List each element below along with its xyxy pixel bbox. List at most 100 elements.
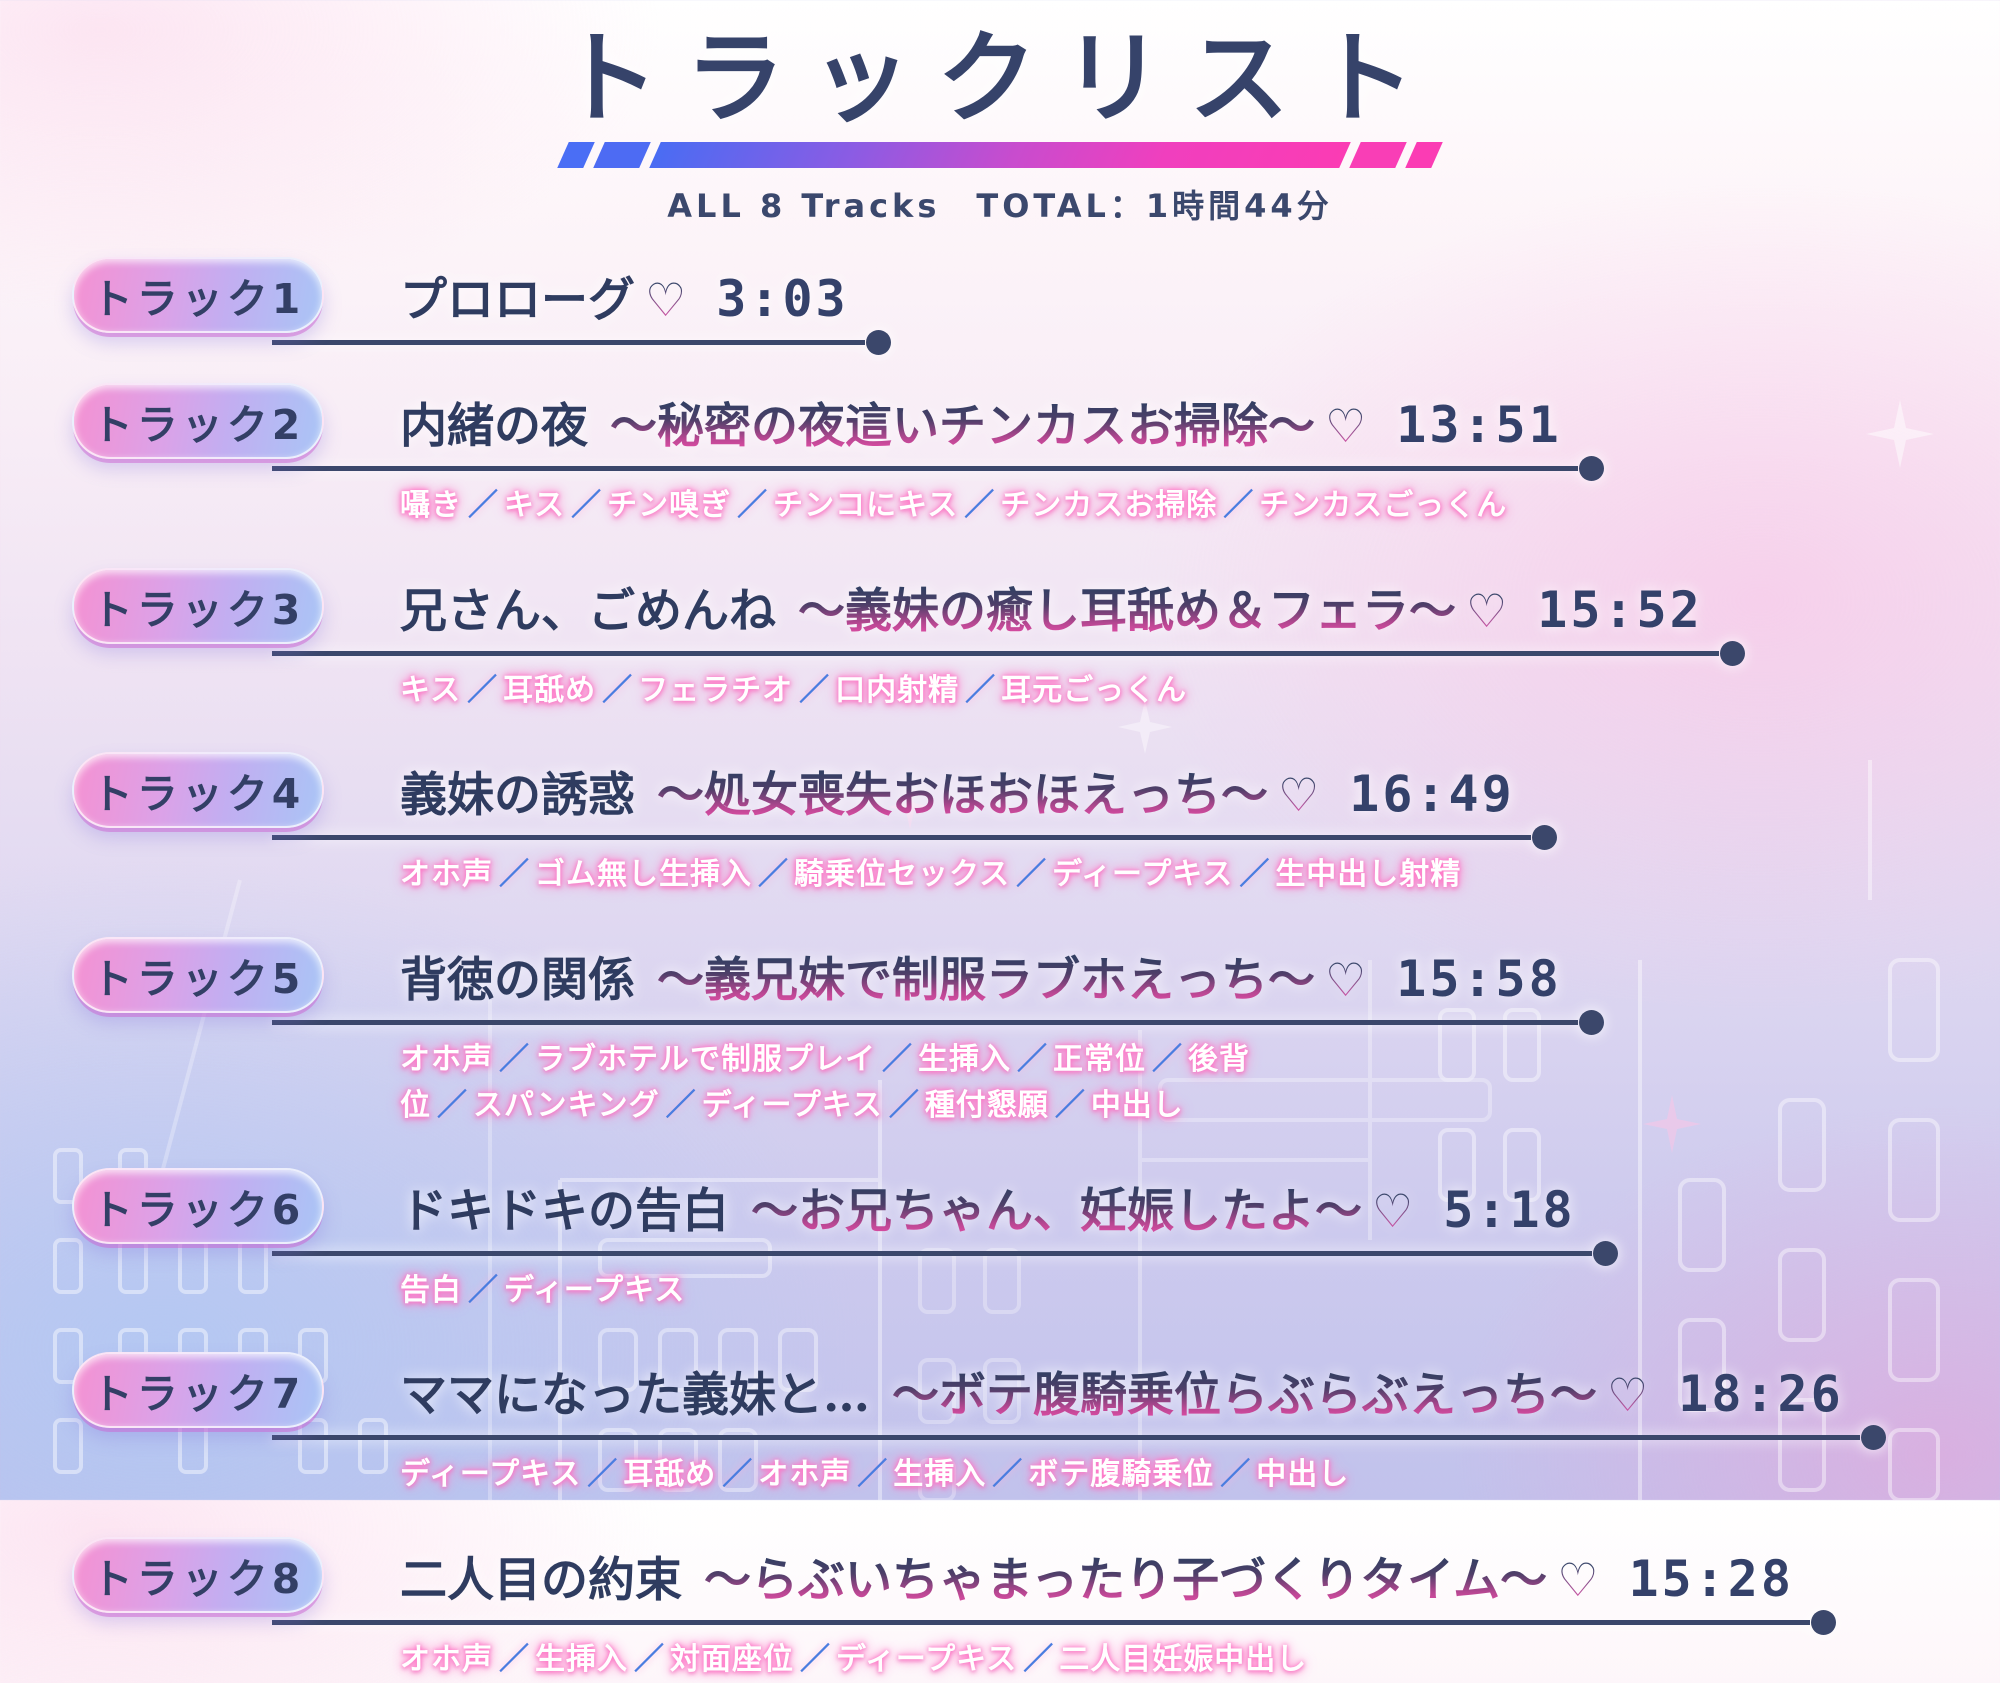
track-title-line: 兄さん、ごめんね～義妹の癒し耳舐め＆フェラ～♡15:52 [272, 572, 1719, 656]
tag: 正常位 [1053, 1042, 1146, 1077]
tag-separator: ／ [587, 1457, 617, 1492]
bar-segment-right-small [1405, 142, 1443, 168]
track-badge-pill: トラック2 [72, 383, 324, 459]
track-title-sub: ～義妹の癒し耳舐め＆フェラ～ [798, 584, 1456, 639]
track-badge: トラック8 [92, 1545, 305, 1605]
tag: 囁き [400, 488, 462, 523]
line-end-dot [1579, 1010, 1604, 1035]
tag: キス [504, 488, 565, 523]
track-title-main: 二人目の約束 [400, 1553, 682, 1608]
tag: 中出し [1256, 1457, 1349, 1492]
line-end-dot [1720, 641, 1745, 666]
tag-separator: ／ [499, 1042, 529, 1077]
tag: ディープキス [1052, 857, 1233, 892]
track-badge-pill: トラック7 [72, 1352, 324, 1428]
heart-icon: ♡ [1372, 1184, 1413, 1238]
bar-segment-right [1349, 142, 1407, 168]
tag: 告白 [400, 1273, 462, 1308]
track-title-main: 背徳の関係 [400, 953, 635, 1008]
tag: ディープキス [836, 1642, 1017, 1677]
tag-separator: ／ [499, 857, 529, 892]
track-title-line: 義妹の誘惑～処女喪失おほおほえっち～♡16:49 [272, 756, 1531, 840]
tag-separator: ／ [1017, 1042, 1047, 1077]
track-title-sub: ～お兄ちゃん、妊娠したよ～ [751, 1184, 1362, 1239]
title-divider-bar [0, 141, 2000, 169]
tag-separator: ／ [1023, 1642, 1053, 1677]
tag-separator: ／ [1220, 1457, 1250, 1492]
track-badge-pill: トラック5 [72, 937, 324, 1013]
tag: 耳舐め [503, 673, 596, 708]
line-end-dot [1861, 1425, 1886, 1450]
track-badge: トラック2 [92, 391, 305, 451]
track-badge-pill: トラック3 [72, 568, 324, 644]
tag-separator: ／ [437, 1088, 467, 1123]
track-title-line: ドキドキの告白～お兄ちゃん、妊娠したよ～♡5:18 [272, 1172, 1592, 1256]
track-badge: トラック5 [92, 945, 305, 1005]
track-badge: トラック6 [92, 1176, 305, 1236]
track-body: 内緒の夜～秘密の夜這いチンカスお掃除～♡13:51 囁き／キス／チン嗅ぎ／チンコ… [272, 387, 1578, 530]
track-badge-pill: トラック4 [72, 752, 324, 828]
track-time: 18:26 [1678, 1365, 1844, 1423]
tag: チンコにキス [773, 488, 958, 523]
tag-separator: ／ [965, 673, 995, 708]
tag-separator: ／ [800, 1642, 830, 1677]
tag: オホ声 [400, 857, 493, 892]
line-end-dot [866, 330, 891, 355]
track-tags: キス／耳舐め／フェラチオ／口内射精／耳元ごっくん [400, 668, 1670, 715]
track-tags: オホ声／ラブホテルで制服プレイ／生挿入／正常位／後背位／スパンキング／ディープキ… [400, 1037, 1250, 1130]
tag: ラブホテルで制服プレイ [535, 1042, 876, 1077]
track-time: 3:03 [716, 270, 848, 328]
track-title-sub: ～秘密の夜這いチンカスお掃除～ [610, 399, 1315, 454]
track-body: ドキドキの告白～お兄ちゃん、妊娠したよ～♡5:18 告白／ディープキス [272, 1172, 1592, 1315]
tag-separator: ／ [889, 1088, 919, 1123]
tag: ディープキス [400, 1457, 581, 1492]
tag: チン嗅ぎ [607, 488, 731, 523]
tag: チンカスお掃除 [1000, 488, 1217, 523]
track-title-line: 背徳の関係～義兄妹で制服ラブホえっち～♡15:58 [272, 941, 1578, 1025]
tag: 耳舐め [623, 1457, 716, 1492]
track-row: トラック7 ママになった義妹と…～ボテ腹騎乗位らぶらぶえっち～♡18:26 ディ… [72, 1356, 2000, 1499]
track-badge: トラック4 [92, 760, 305, 820]
heart-icon: ♡ [1557, 1553, 1598, 1607]
track-body: 背徳の関係～義兄妹で制服ラブホえっち～♡15:58 オホ声／ラブホテルで制服プレ… [272, 941, 1578, 1130]
tag-separator: ／ [468, 1273, 498, 1308]
track-body: 二人目の約束～らぶいちゃまったり子づくりタイム～♡15:28 オホ声／生挿入／対… [272, 1541, 1810, 1683]
tag-separator: ／ [1016, 857, 1046, 892]
tag-separator: ／ [1055, 1088, 1085, 1123]
tag-separator: ／ [1239, 857, 1269, 892]
track-time: 13:51 [1396, 396, 1562, 454]
track-badge: トラック7 [92, 1360, 305, 1420]
track-title-sub: ～義兄妹で制服ラブホえっち～ [657, 953, 1315, 1008]
track-badge-pill: トラック8 [72, 1537, 324, 1613]
page-title: トラックリスト [0, 26, 2000, 131]
track-body: プロローグ♡3:03 [272, 261, 865, 345]
tag: 種付懇願 [925, 1088, 1049, 1123]
track-tags: ディープキス／耳舐め／オホ声／生挿入／ボテ腹騎乗位／中出し [400, 1452, 1670, 1499]
tag: オホ声 [758, 1457, 851, 1492]
track-row: トラック4 義妹の誘惑～処女喪失おほおほえっち～♡16:49 オホ声／ゴム無し生… [72, 756, 2000, 899]
tag: 騎乗位セックス [794, 857, 1010, 892]
heart-icon: ♡ [1466, 584, 1507, 638]
track-list: トラック1 プロローグ♡3:03 トラック2 内緒の夜～秘密の夜這いチンカスお掃… [0, 261, 2000, 1683]
track-row: トラック1 プロローグ♡3:03 [72, 261, 2000, 345]
line-end-dot [1579, 456, 1604, 481]
tag-separator: ／ [499, 1642, 529, 1677]
tag-separator: ／ [992, 1457, 1022, 1492]
tag: ゴム無し生挿入 [535, 857, 752, 892]
track-title-main: 兄さん、ごめんね [400, 584, 776, 639]
bar-segment-left [593, 142, 651, 168]
track-tags: 囁き／キス／チン嗅ぎ／チンコにキス／チンカスお掃除／チンカスごっくん [400, 483, 1578, 530]
track-time: 5:18 [1443, 1181, 1575, 1239]
track-tags: オホ声／ゴム無し生挿入／騎乗位セックス／ディープキス／生中出し射精 [400, 852, 1531, 899]
track-body: ママになった義妹と…～ボテ腹騎乗位らぶらぶえっち～♡18:26 ディープキス／耳… [272, 1356, 1860, 1499]
track-tags: オホ声／生挿入／対面座位／ディープキス／二人目妊娠中出し [400, 1637, 1670, 1683]
header: トラックリスト ALL 8 Tracks TOTAL：1時間44分 [0, 0, 2000, 227]
heart-icon: ♡ [1607, 1368, 1648, 1422]
heart-icon: ♡ [1325, 399, 1366, 453]
track-badge: トラック3 [92, 576, 305, 636]
track-body: 兄さん、ごめんね～義妹の癒し耳舐め＆フェラ～♡15:52 キス／耳舐め／フェラチ… [272, 572, 1719, 715]
track-time: 15:58 [1396, 950, 1562, 1008]
track-title-line: プロローグ♡3:03 [272, 261, 865, 345]
track-tags: 告白／ディープキス [400, 1268, 1592, 1315]
tag: スパンキング [473, 1088, 660, 1123]
